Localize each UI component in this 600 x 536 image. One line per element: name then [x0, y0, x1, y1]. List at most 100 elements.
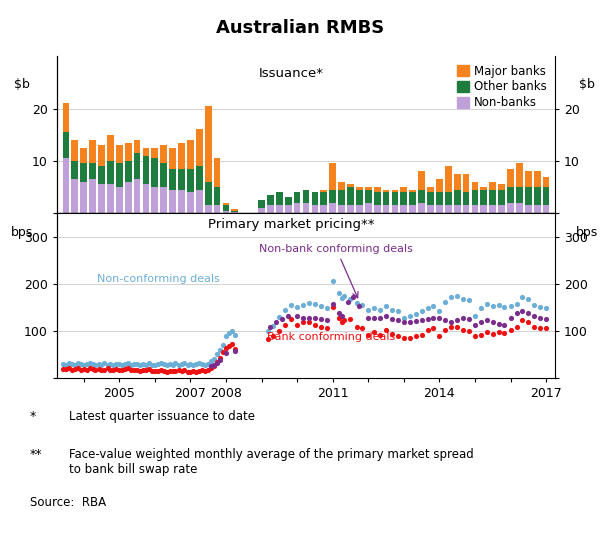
Point: [517, 293, 527, 301]
Point: [221, 332, 231, 341]
Point: [476, 330, 486, 339]
Point: [70, 360, 80, 369]
Point: [470, 321, 480, 330]
Point: [337, 311, 346, 320]
Bar: [409, 192, 416, 205]
Bar: [374, 192, 380, 205]
Bar: [223, 205, 229, 211]
Bar: [498, 205, 505, 213]
Point: [310, 314, 320, 322]
Bar: [356, 187, 363, 190]
Point: [82, 366, 91, 375]
Point: [112, 360, 121, 368]
Point: [106, 360, 115, 368]
Bar: [329, 190, 336, 203]
Point: [440, 316, 450, 325]
Point: [524, 294, 533, 303]
Bar: [169, 148, 176, 169]
Point: [417, 330, 427, 339]
Bar: [392, 205, 398, 213]
Bar: [338, 182, 345, 190]
Bar: [116, 187, 122, 213]
Point: [144, 359, 154, 367]
Point: [535, 303, 545, 311]
Bar: [481, 205, 487, 213]
Point: [381, 311, 391, 320]
Point: [73, 359, 82, 367]
Point: [316, 302, 326, 311]
Point: [150, 360, 160, 369]
Bar: [445, 166, 452, 192]
Point: [153, 360, 163, 368]
Bar: [98, 166, 105, 184]
Point: [94, 365, 103, 374]
Bar: [463, 192, 469, 205]
Point: [170, 359, 180, 367]
Bar: [347, 205, 354, 213]
Bar: [543, 176, 550, 187]
Point: [340, 316, 349, 325]
Point: [266, 323, 275, 331]
Point: [358, 324, 367, 333]
Bar: [169, 190, 176, 213]
Bar: [196, 190, 203, 213]
Bar: [383, 205, 389, 213]
Point: [316, 315, 326, 323]
Point: [446, 323, 456, 331]
Point: [94, 360, 103, 368]
Point: [482, 316, 491, 325]
Point: [209, 362, 219, 370]
Point: [310, 299, 320, 308]
Point: [298, 301, 308, 309]
Point: [174, 360, 184, 369]
Point: [405, 333, 415, 342]
Point: [109, 360, 118, 369]
Point: [524, 318, 533, 326]
Bar: [178, 143, 185, 169]
Point: [464, 326, 474, 335]
Text: *: *: [30, 410, 36, 423]
Bar: [427, 187, 434, 192]
Point: [334, 314, 344, 322]
Bar: [383, 190, 389, 192]
Point: [224, 342, 233, 351]
Point: [370, 304, 379, 312]
Bar: [276, 192, 283, 205]
Point: [85, 359, 95, 367]
Bar: [490, 190, 496, 205]
Point: [138, 360, 148, 368]
Bar: [463, 205, 469, 213]
Point: [191, 360, 201, 368]
Bar: [125, 161, 131, 182]
Point: [153, 367, 163, 375]
Bar: [214, 205, 220, 213]
Point: [405, 311, 415, 320]
Point: [209, 360, 219, 369]
Point: [446, 318, 456, 326]
Text: Face-value weighted monthly average of the primary market spread
to bank bill sw: Face-value weighted monthly average of t…: [69, 448, 474, 475]
Point: [512, 299, 521, 308]
Point: [159, 360, 169, 368]
Bar: [507, 203, 514, 213]
Point: [417, 307, 427, 315]
Point: [159, 367, 169, 375]
Point: [364, 330, 373, 339]
Point: [200, 360, 210, 369]
Point: [88, 365, 97, 374]
Bar: [481, 187, 487, 190]
Bar: [445, 205, 452, 213]
Point: [209, 355, 219, 363]
Bar: [134, 140, 140, 153]
Point: [411, 310, 421, 318]
Bar: [151, 148, 158, 158]
Text: $b: $b: [580, 78, 595, 91]
Point: [322, 316, 331, 325]
Point: [464, 296, 474, 304]
Bar: [507, 169, 514, 187]
Point: [281, 321, 290, 330]
Point: [206, 364, 216, 373]
Text: bps: bps: [576, 226, 598, 240]
Point: [370, 328, 379, 337]
Point: [117, 366, 127, 375]
Point: [156, 359, 166, 367]
